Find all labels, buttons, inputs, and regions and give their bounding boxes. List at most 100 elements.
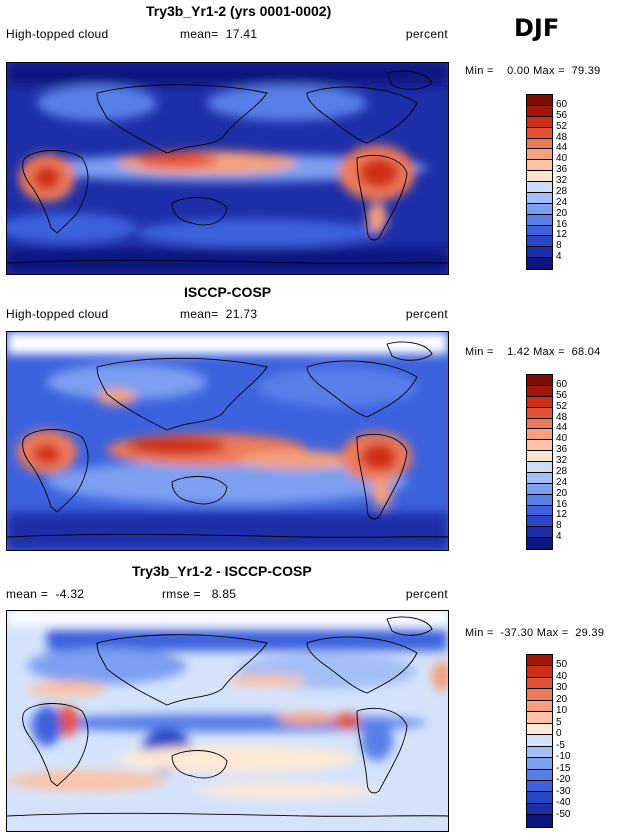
panel-3-title: Try3b_Yr1-2 - ISCCP-COSP — [132, 563, 312, 579]
colorbar-cell — [527, 160, 552, 172]
colorbar-tick-label: 56 — [556, 109, 568, 121]
panel-2-colorbar-cells — [527, 375, 552, 549]
colorbar-tick-label: -5 — [556, 739, 565, 751]
panel-3-minmax: Min = -37.30 Max = 29.39 — [465, 627, 605, 639]
season-label: DJF — [514, 14, 560, 42]
colorbar-cell — [527, 815, 552, 827]
colorbar-cell — [527, 127, 552, 139]
colorbar-tick-label: 50 — [556, 659, 568, 671]
colorbar-tick-label: 8 — [556, 520, 562, 532]
panel-1-variable-label: High-topped cloud — [6, 27, 109, 41]
panel-1-map-field — [7, 63, 448, 274]
colorbar-tick-label: 24 — [556, 476, 568, 488]
colorbar-cell — [527, 429, 552, 441]
colorbar-tick-label: 36 — [556, 444, 568, 456]
colorbar-cell — [527, 516, 552, 528]
colorbar-tick-label: -30 — [556, 785, 571, 797]
colorbar-tick-label: 16 — [556, 218, 568, 230]
colorbar-cell — [527, 462, 552, 473]
colorbar-tick-label: 60 — [556, 378, 568, 390]
colorbar-cell — [527, 735, 552, 747]
colorbar-cell — [527, 203, 552, 215]
colorbar-tick-label: 12 — [556, 509, 568, 521]
colorbar-cell — [527, 385, 552, 397]
colorbar-tick-label: 20 — [556, 487, 568, 499]
colorbar-tick-label: 20 — [556, 693, 568, 705]
colorbar-tick-label: 5 — [556, 716, 562, 728]
colorbar-tick-label: 52 — [556, 120, 568, 132]
colorbar-tick-label: 32 — [556, 175, 568, 186]
colorbar-cell — [527, 746, 552, 759]
panel-1-colorbar — [526, 94, 553, 270]
colorbar-cell — [527, 689, 552, 701]
colorbar-cell — [527, 407, 552, 419]
colorbar-cell — [527, 655, 552, 667]
colorbar-tick-label: 44 — [556, 422, 568, 434]
colorbar-tick-label: 48 — [556, 411, 568, 423]
colorbar-tick-label: 12 — [556, 229, 568, 241]
colorbar-cell — [527, 247, 552, 259]
colorbar-tick-label: -20 — [556, 774, 571, 786]
colorbar-tick-label: 32 — [556, 455, 568, 466]
panel-1-title: Try3b_Yr1-2 (yrs 0001-0002) — [146, 3, 332, 19]
panel-3-rmse-label: rmse = 8.85 — [162, 587, 237, 601]
colorbar-cell — [527, 769, 552, 781]
colorbar-cell — [527, 105, 552, 117]
colorbar-cell — [527, 440, 552, 452]
panel-3-units-label: percent — [405, 587, 448, 601]
colorbar-tick-label: 0 — [556, 728, 562, 740]
colorbar-tick-label: 40 — [556, 153, 568, 165]
colorbar-tick-label: 60 — [556, 98, 568, 110]
colorbar-tick-label: -15 — [556, 762, 571, 774]
colorbar-cell — [527, 712, 552, 724]
colorbar-cell — [527, 666, 552, 678]
colorbar-cell — [527, 527, 552, 539]
colorbar-cell — [527, 418, 552, 430]
colorbar-tick-label: 40 — [556, 433, 568, 445]
colorbar-tick-label: 20 — [556, 207, 568, 219]
panel-2-minmax: Min = 1.42 Max = 68.04 — [465, 346, 601, 358]
colorbar-cell — [527, 451, 552, 462]
colorbar-cell — [527, 780, 552, 793]
colorbar-tick-label: 30 — [556, 682, 568, 694]
panel-1-minmax: Min = 0.00 Max = 79.39 — [465, 65, 601, 77]
colorbar-cell — [527, 472, 552, 484]
colorbar-tick-label: 24 — [556, 196, 568, 208]
panel-2-units-label: percent — [405, 307, 448, 321]
colorbar-cell — [527, 396, 552, 408]
colorbar-cell — [527, 494, 552, 506]
panel-1-mean-label: mean= 17.41 — [180, 27, 258, 41]
colorbar-cell — [527, 236, 552, 248]
panel-2-mean-label: mean= 21.73 — [180, 307, 258, 321]
panel-3-colorbar — [526, 654, 553, 828]
colorbar-cell — [527, 192, 552, 204]
colorbar-tick-label: 28 — [556, 465, 568, 477]
colorbar-tick-label: 16 — [556, 498, 568, 510]
colorbar-tick-label: 36 — [556, 164, 568, 176]
colorbar-cell — [527, 483, 552, 495]
colorbar-tick-label: 44 — [556, 142, 568, 154]
colorbar-cell — [527, 171, 552, 182]
colorbar-cell — [527, 116, 552, 128]
colorbar-cell — [527, 505, 552, 517]
colorbar-tick-label: -40 — [556, 797, 571, 809]
colorbar-cell — [527, 258, 552, 269]
panel-2-colorbar — [526, 374, 553, 550]
panel-1-map — [6, 62, 449, 275]
colorbar-tick-label: -10 — [556, 751, 571, 763]
colorbar-tick-label: 48 — [556, 131, 568, 143]
colorbar-tick-label: -50 — [556, 808, 571, 820]
panel-3-map-field — [7, 611, 448, 831]
colorbar-cell — [527, 138, 552, 150]
colorbar-tick-label: 56 — [556, 389, 568, 401]
colorbar-cell — [527, 375, 552, 386]
colorbar-cell — [527, 803, 552, 816]
colorbar-cell — [527, 182, 552, 193]
colorbar-tick-label: 8 — [556, 240, 562, 252]
colorbar-tick-label: 10 — [556, 705, 568, 717]
colorbar-cell — [527, 758, 552, 770]
panel-1-colorbar-cells — [527, 95, 552, 269]
colorbar-tick-label: 52 — [556, 400, 568, 412]
panel-2-map — [6, 331, 449, 551]
panel-3-mean-label: mean = -4.32 — [6, 587, 85, 601]
